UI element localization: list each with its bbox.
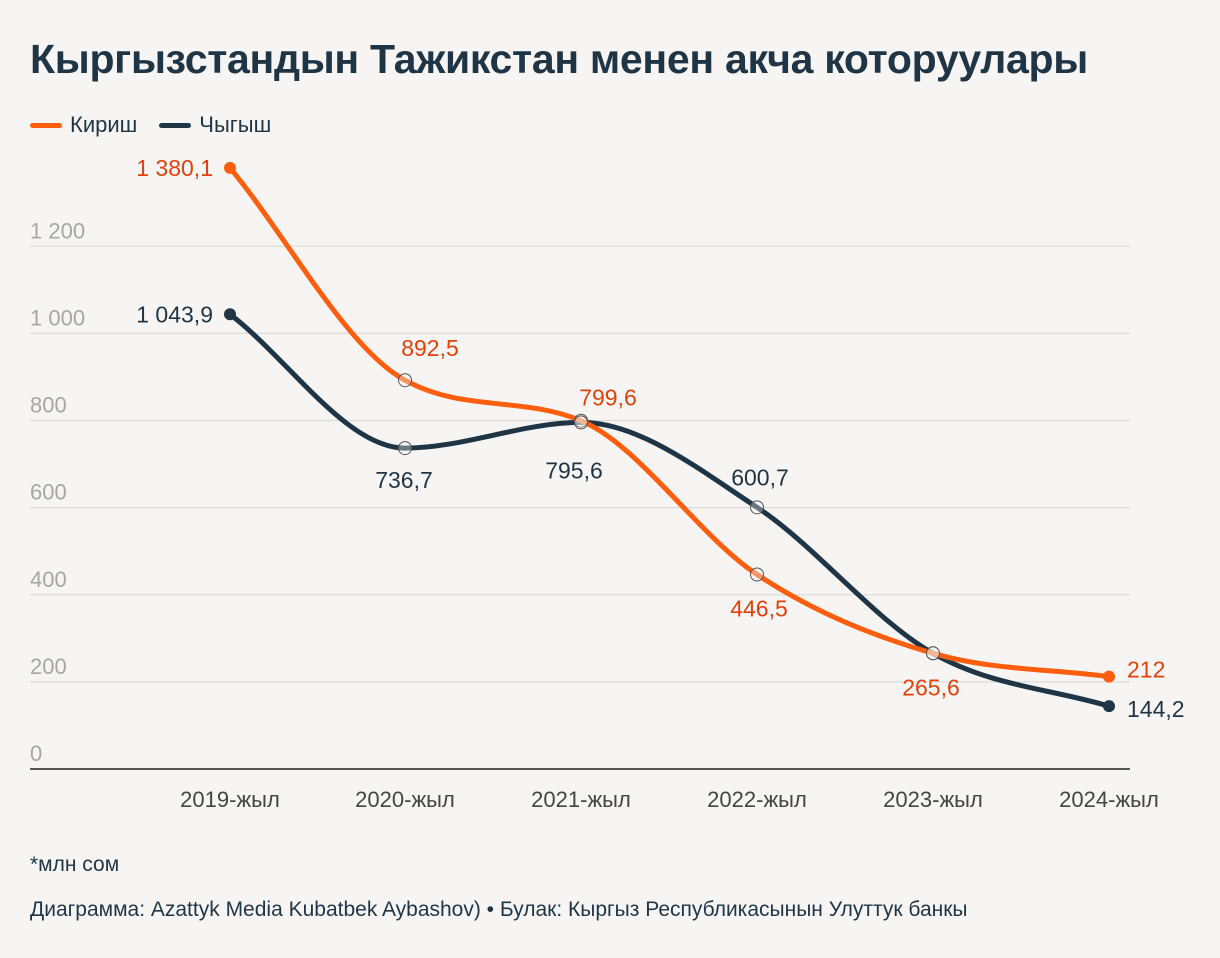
x-tick-label: 2020-жыл (355, 787, 455, 812)
x-tick-label: 2022-жыл (707, 787, 807, 812)
inflow-point (224, 161, 236, 174)
inflow-data-label: 212 (1127, 657, 1165, 683)
y-tick-label: 1 200 (30, 218, 85, 243)
y-tick-label: 0 (30, 741, 42, 766)
legend-item-inflow: Кириш (30, 112, 137, 138)
legend: Кириш Чыгыш (30, 112, 293, 138)
outflow-point (398, 441, 412, 456)
x-tick-label: 2019-жыл (180, 787, 280, 812)
y-tick-label: 600 (30, 480, 67, 505)
legend-swatch-outflow (159, 122, 192, 128)
outflow-point (1103, 700, 1115, 713)
outflow-point (926, 646, 940, 661)
inflow-point (398, 373, 412, 388)
legend-item-outflow: Чыгыш (159, 112, 271, 138)
footnote: *млн сом (30, 853, 120, 876)
y-tick-label: 400 (30, 567, 67, 592)
y-tick-label: 1 000 (30, 305, 85, 330)
outflow-point (750, 500, 764, 515)
inflow-data-label: 1 380,1 (136, 155, 213, 181)
outflow-data-label: 144,2 (1127, 696, 1185, 722)
chart-title: Кыргызстандын Тажикстан менен акча котор… (30, 36, 1088, 82)
outflow-point (224, 308, 236, 321)
outflow-point (574, 415, 588, 430)
legend-label-inflow: Кириш (70, 112, 138, 137)
inflow-data-label: 892,5 (401, 335, 459, 361)
source-credit: Диаграмма: Azattyk Media Kubatbek Aybash… (30, 898, 968, 921)
inflow-data-label: 799,6 (579, 385, 637, 411)
outflow-line (227, 311, 1112, 709)
y-tick-label: 800 (30, 393, 67, 418)
x-tick-label: 2024-жыл (1059, 787, 1159, 812)
x-tick-label: 2023-жыл (883, 787, 983, 812)
inflow-data-label: 446,5 (730, 596, 788, 622)
y-tick-label: 200 (30, 654, 67, 679)
inflow-point (750, 567, 764, 582)
legend-label-outflow: Чыгыш (199, 112, 272, 137)
outflow-data-label: 736,7 (375, 467, 433, 493)
inflow-data-label: 265,6 (902, 674, 960, 700)
inflow-point (1103, 670, 1115, 683)
inflow-line (227, 165, 1112, 680)
legend-swatch-inflow (30, 122, 62, 128)
outflow-data-label: 1 043,9 (136, 301, 213, 327)
outflow-data-label: 795,6 (545, 457, 603, 483)
outflow-data-label: 600,7 (731, 464, 789, 490)
x-tick-label: 2021-жыл (531, 787, 631, 812)
